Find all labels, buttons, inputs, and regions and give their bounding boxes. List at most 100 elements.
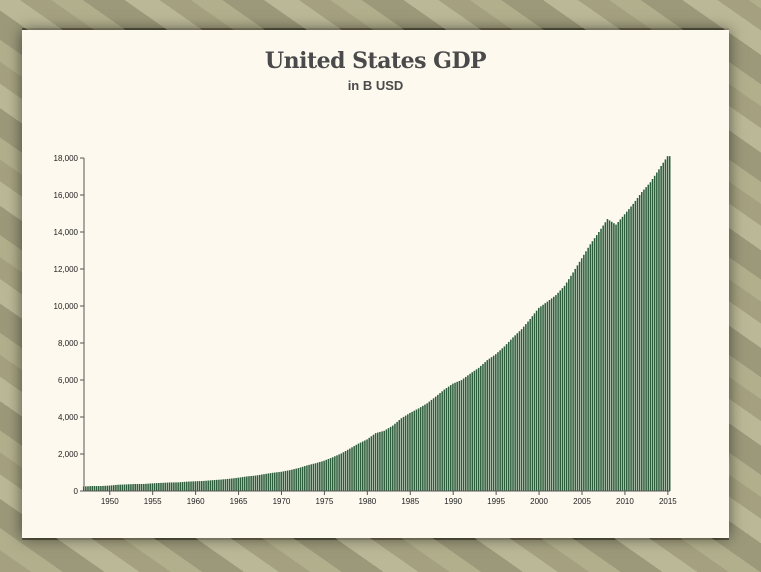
gdp-bar [469,373,471,491]
gdp-bar [647,184,650,491]
gdp-bar [422,405,424,491]
gdp-bar [426,403,428,491]
gdp-bar [555,295,557,491]
gdp-bar [188,481,190,491]
gdp-bar [465,376,467,491]
gdp-bar [361,441,364,491]
gdp-bar [389,426,392,491]
gdp-bar [194,481,197,491]
gdp-bar [185,481,188,491]
gdp-bar [574,268,577,491]
gdp-bar [490,357,493,491]
gdp-bar [87,486,89,491]
gdp-bar [602,225,604,491]
gdp-bar [370,436,373,491]
y-tick: 16,000 [54,191,84,200]
gdp-bar [537,307,540,491]
y-tick: 10,000 [54,302,84,311]
gdp-bar [220,479,222,491]
gdp-bar [106,485,109,491]
x-tick: 2010 [616,491,634,506]
gdp-bar [280,471,282,491]
gdp-bar [112,485,115,491]
gdp-bar [568,279,570,491]
gdp-bar [643,189,645,491]
gdp-bar [149,483,152,491]
gdp-bar [591,241,594,491]
gdp-bar [278,472,280,491]
gdp-bar [181,482,184,491]
gdp-bar [452,383,454,491]
x-axis: 1950 1955 1960 1965 1970 1975 1980 1985 1990 1995… [84,490,677,506]
gdp-bar [108,485,111,491]
gdp-bar [222,479,224,491]
gdp-bar [666,156,669,491]
gdp-bar [218,479,220,491]
x-tick-label: 1965 [230,497,248,506]
gdp-bar [334,456,336,491]
gdp-bar [256,475,259,491]
gdp-bar [514,335,516,491]
gdp-bar [258,474,261,491]
gdp-bar [200,481,203,491]
gdp-bar [248,476,250,491]
gdp-bar [329,458,332,491]
gdp-bar [610,221,613,491]
gdp-bar [628,209,630,491]
gdp-bar [458,380,461,491]
gdp-bar [456,381,458,491]
gdp-bar-chart: 0 2,000 4,000 6,000 8,000 10,000 12,000 14,000 1… [54,154,678,506]
gdp-bar [314,463,317,491]
gdp-bar [604,222,607,492]
gdp-bar [89,486,91,491]
y-tick: 6,000 [58,376,84,385]
gdp-bar [301,466,304,491]
x-tick: 1990 [444,491,463,506]
gdp-bar [411,411,413,491]
gdp-bar [297,468,300,491]
gdp-bar [417,408,420,491]
y-tick-label: 18,000 [54,154,79,163]
gdp-bar [492,355,495,491]
y-tick-label: 0 [74,487,79,496]
y-tick: 8,000 [58,339,84,348]
gdp-bar [198,481,201,491]
x-tick: 2005 [573,491,591,506]
gdp-bar [600,228,602,491]
gdp-bar [284,470,287,491]
gdp-bar [424,404,426,491]
gdp-bar [653,175,656,491]
gdp-bar [613,223,615,491]
x-tick-label: 2005 [573,497,591,506]
gdp-bar [576,265,579,491]
gdp-bar [372,434,375,491]
gdp-bar [368,437,370,491]
gdp-bar [658,169,660,491]
x-tick-label: 1995 [487,497,505,506]
x-tick: 1970 [273,491,291,506]
gdp-bar [325,459,328,491]
gdp-bar [379,431,381,491]
gdp-bar [306,465,308,491]
gdp-bar [304,466,306,491]
gdp-bar [102,485,104,491]
gdp-bar [460,380,463,491]
gdp-bar [331,457,334,491]
background-bill [0,540,761,572]
gdp-bar [520,329,523,491]
y-tick: 18,000 [54,154,84,163]
gdp-bar [510,339,512,491]
gdp-bar [216,479,218,491]
gdp-bar [400,418,403,491]
gdp-bar [649,182,652,492]
gdp-bar [145,483,147,491]
gdp-bar [557,292,559,491]
gdp-bar [160,482,162,491]
gdp-bar [606,219,609,492]
y-tick-label: 6,000 [58,376,79,385]
gdp-bar [392,425,394,491]
gdp-bar [228,478,231,491]
gdp-bar [95,486,98,491]
gdp-bar [364,440,366,491]
gdp-bar [243,476,246,491]
